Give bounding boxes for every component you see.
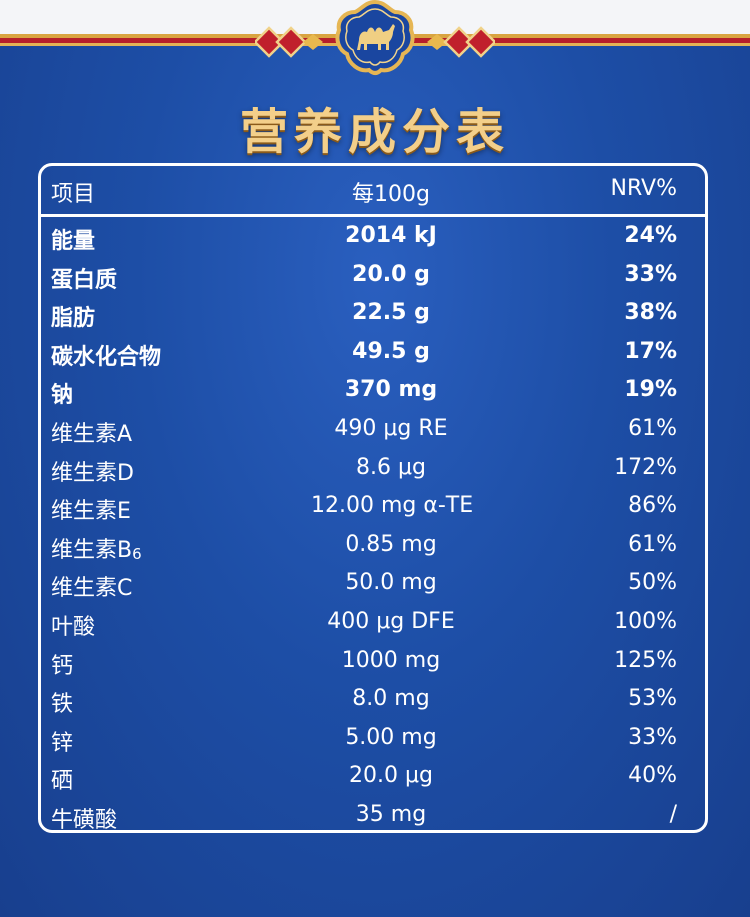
table-row: 钙 1000 mg 125% bbox=[41, 642, 705, 681]
nutrient-nrv: 53% bbox=[628, 686, 677, 712]
nutrient-nrv: 172% bbox=[614, 454, 677, 480]
nutrient-value: 22.5 g bbox=[352, 300, 430, 326]
nutrient-value: 50.0 mg bbox=[345, 570, 437, 596]
nutrient-name-main: 维生素B bbox=[51, 537, 133, 563]
camel-emblem-icon bbox=[333, 0, 417, 76]
nutrient-nrv: 50% bbox=[628, 570, 677, 596]
table-row: 维生素E 12.00 mg α-TE 86% bbox=[41, 487, 705, 526]
table-row: 维生素B6 0.85 mg 61% bbox=[41, 526, 705, 565]
nutrient-nrv: 19% bbox=[624, 377, 677, 403]
nutrient-nrv: 33% bbox=[624, 261, 677, 287]
nutrition-table: 项目 每100g NRV% 能量 2014 kJ 24% 蛋白质 20.0 g … bbox=[38, 163, 708, 833]
nutrient-value: 1000 mg bbox=[341, 647, 441, 673]
table-row: 碳水化合物 49.5 g 17% bbox=[41, 333, 705, 372]
nutrient-value: 8.6 μg bbox=[356, 454, 426, 480]
nutrient-name: 牛磺酸 bbox=[51, 807, 118, 833]
header-nrv: NRV% bbox=[610, 176, 678, 201]
nutrient-nrv: 38% bbox=[624, 300, 677, 326]
table-body: 能量 2014 kJ 24% 蛋白质 20.0 g 33% 脂肪 22.5 g … bbox=[41, 217, 705, 835]
nutrient-nrv: 100% bbox=[614, 608, 677, 634]
nutrient-name: 铁 bbox=[51, 692, 74, 718]
nutrient-nrv: 61% bbox=[628, 531, 677, 557]
table-row: 牛磺酸 35 mg / bbox=[41, 796, 705, 835]
table-header: 项目 每100g NRV% bbox=[41, 166, 705, 217]
nutrient-value: 20.0 μg bbox=[349, 763, 433, 789]
nutrient-name: 钠 bbox=[51, 383, 74, 409]
nutrient-nrv: 125% bbox=[614, 647, 677, 673]
nutrient-name: 碳水化合物 bbox=[51, 344, 162, 370]
nutrient-name: 硒 bbox=[51, 769, 74, 795]
nutrient-name: 脂肪 bbox=[51, 306, 96, 332]
nutrient-nrv: 33% bbox=[628, 724, 677, 750]
nutrient-value: 12.00 mg α-TE bbox=[311, 493, 474, 519]
table-row: 硒 20.0 μg 40% bbox=[41, 757, 705, 796]
nutrient-name-subscript: 6 bbox=[132, 544, 142, 563]
red-diamond-ornament-icon bbox=[253, 22, 325, 62]
nutrient-name: 蛋白质 bbox=[51, 267, 118, 293]
table-row: 锌 5.00 mg 33% bbox=[41, 719, 705, 758]
nutrient-nrv: 40% bbox=[628, 763, 677, 789]
table-row: 蛋白质 20.0 g 33% bbox=[41, 256, 705, 295]
table-row: 铁 8.0 mg 53% bbox=[41, 680, 705, 719]
nutrient-nrv: 17% bbox=[624, 338, 677, 364]
nutrient-nrv: 24% bbox=[624, 223, 677, 248]
nutrient-value: 8.0 mg bbox=[352, 686, 430, 712]
table-row: 维生素C 50.0 mg 50% bbox=[41, 564, 705, 603]
decorative-top-band bbox=[0, 0, 750, 75]
table-row: 能量 2014 kJ 24% bbox=[41, 217, 705, 256]
nutrient-value: 370 mg bbox=[344, 377, 438, 403]
table-row: 维生素D 8.6 μg 172% bbox=[41, 449, 705, 488]
nutrient-name: 叶酸 bbox=[51, 614, 96, 640]
red-diamond-ornament-icon bbox=[425, 22, 497, 62]
nutrient-name: 维生素E bbox=[51, 499, 131, 525]
nutrient-name: 维生素B6 bbox=[51, 532, 142, 564]
nutrient-name: 能量 bbox=[51, 229, 96, 254]
nutrient-nrv: 61% bbox=[628, 415, 677, 441]
nutrient-value: 49.5 g bbox=[352, 338, 430, 364]
header-per-100g: 每100g bbox=[352, 182, 430, 207]
table-row: 钠 370 mg 19% bbox=[41, 371, 705, 410]
nutrient-name: 维生素D bbox=[51, 460, 134, 486]
nutrient-value: 490 μg RE bbox=[334, 415, 448, 441]
nutrient-value: 0.85 mg bbox=[345, 531, 437, 557]
nutrient-nrv: 86% bbox=[628, 493, 677, 519]
table-row: 脂肪 22.5 g 38% bbox=[41, 294, 705, 333]
nutrient-value: 400 μg DFE bbox=[327, 608, 455, 634]
nutrient-value: 2014 kJ bbox=[345, 223, 437, 248]
nutrient-value: 20.0 g bbox=[352, 261, 430, 287]
nutrient-name: 锌 bbox=[51, 730, 74, 756]
nutrient-value: 35 mg bbox=[355, 801, 427, 827]
nutrient-name: 维生素C bbox=[51, 576, 133, 602]
nutrient-name: 钙 bbox=[51, 653, 74, 679]
table-row: 叶酸 400 μg DFE 100% bbox=[41, 603, 705, 642]
nutrient-name: 维生素A bbox=[51, 421, 133, 447]
nutrient-nrv: / bbox=[669, 801, 677, 827]
page-title: 营养成分表 bbox=[239, 104, 510, 160]
header-item: 项目 bbox=[51, 182, 96, 207]
table-row: 维生素A 490 μg RE 61% bbox=[41, 410, 705, 449]
nutrient-value: 5.00 mg bbox=[345, 724, 437, 750]
